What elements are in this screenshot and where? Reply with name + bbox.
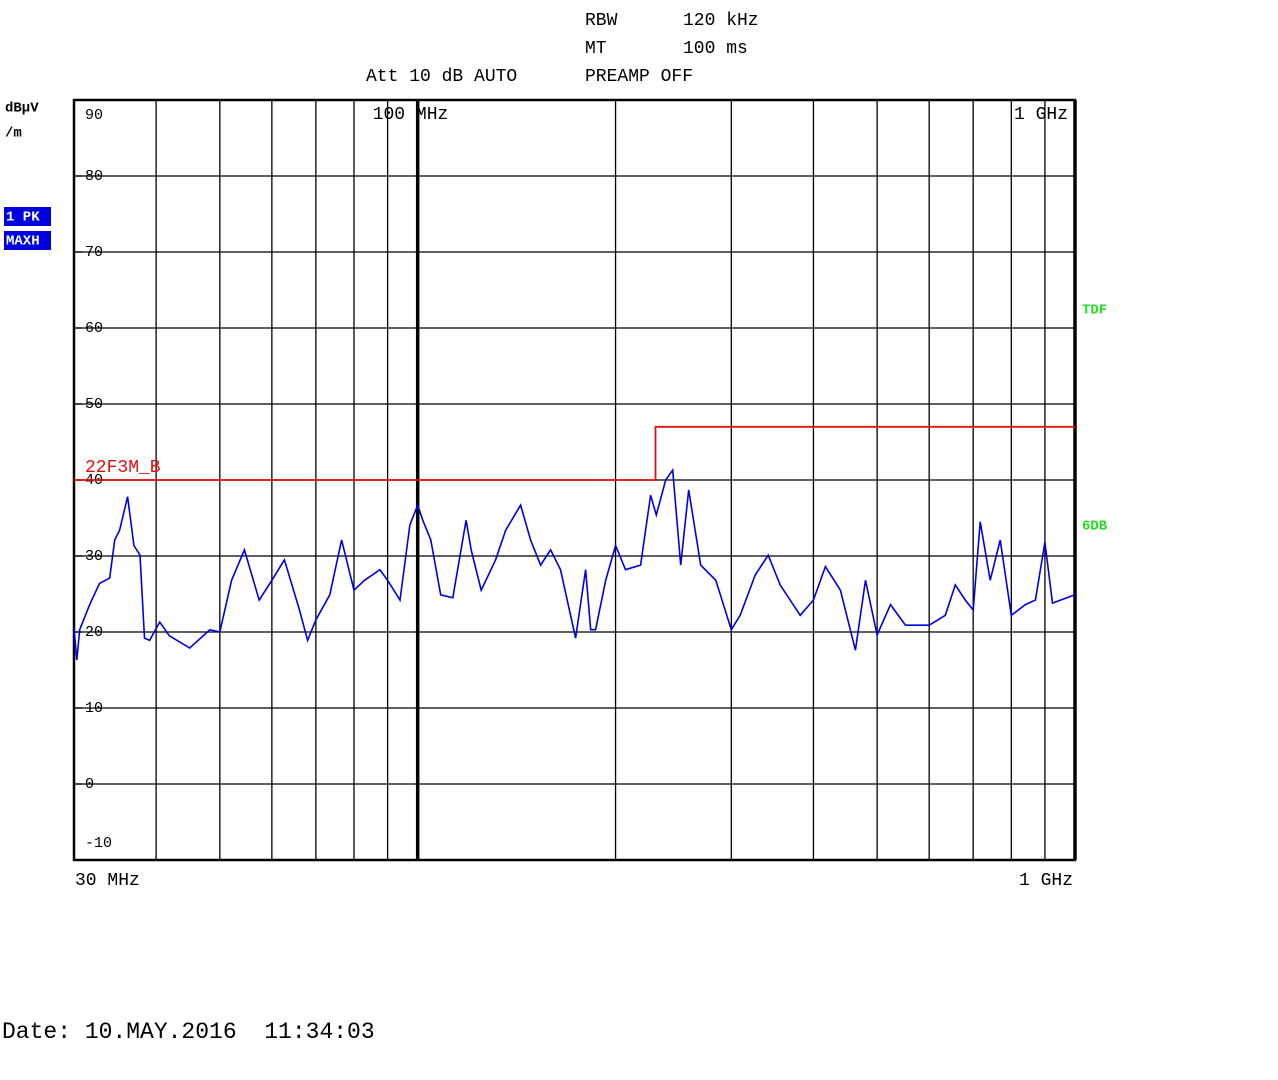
mt-label: MT [585,39,607,59]
y-tick-label: 90 [85,107,103,124]
side-label: TDF [1082,303,1107,319]
side-label: 6DB [1082,519,1108,535]
x-start-label: 30 MHz [75,871,140,891]
y-tick-label: 80 [85,168,103,185]
att: Att 10 dB AUTO [366,67,517,87]
y-tick-label: 10 [85,700,103,717]
x-end-label: 1 GHz [1019,871,1073,891]
rbw-value: 120 kHz [683,11,759,31]
y-tick-label: 30 [85,548,103,565]
trace-label: 1 PK [6,210,40,226]
limit-line [74,425,1075,481]
trace-badge [4,207,51,226]
y-tick-label: 70 [85,244,103,261]
y-tick-label: -10 [85,835,112,852]
y-tick-label: 20 [85,624,103,641]
rbw-label: RBW [585,11,618,31]
mt-value: 100 ms [683,39,748,59]
y-unit: /m [5,126,22,142]
trace-label: MAXH [6,234,40,250]
y-tick-label: 50 [85,396,103,413]
x-tick-label: 1 GHz [1014,105,1068,125]
y-tick-label: 0 [85,776,94,793]
y-unit: dBµV [5,101,39,117]
limit-label: 22F3M_B [85,458,161,478]
trace-badge [4,231,51,250]
date: Date: 10.MAY.2016 11:34:03 [2,1019,375,1045]
y-tick-label: 60 [85,320,103,337]
trace [73,467,1076,661]
preamp: PREAMP OFF [585,67,693,87]
x-tick-label: 100 MHz [373,105,449,125]
